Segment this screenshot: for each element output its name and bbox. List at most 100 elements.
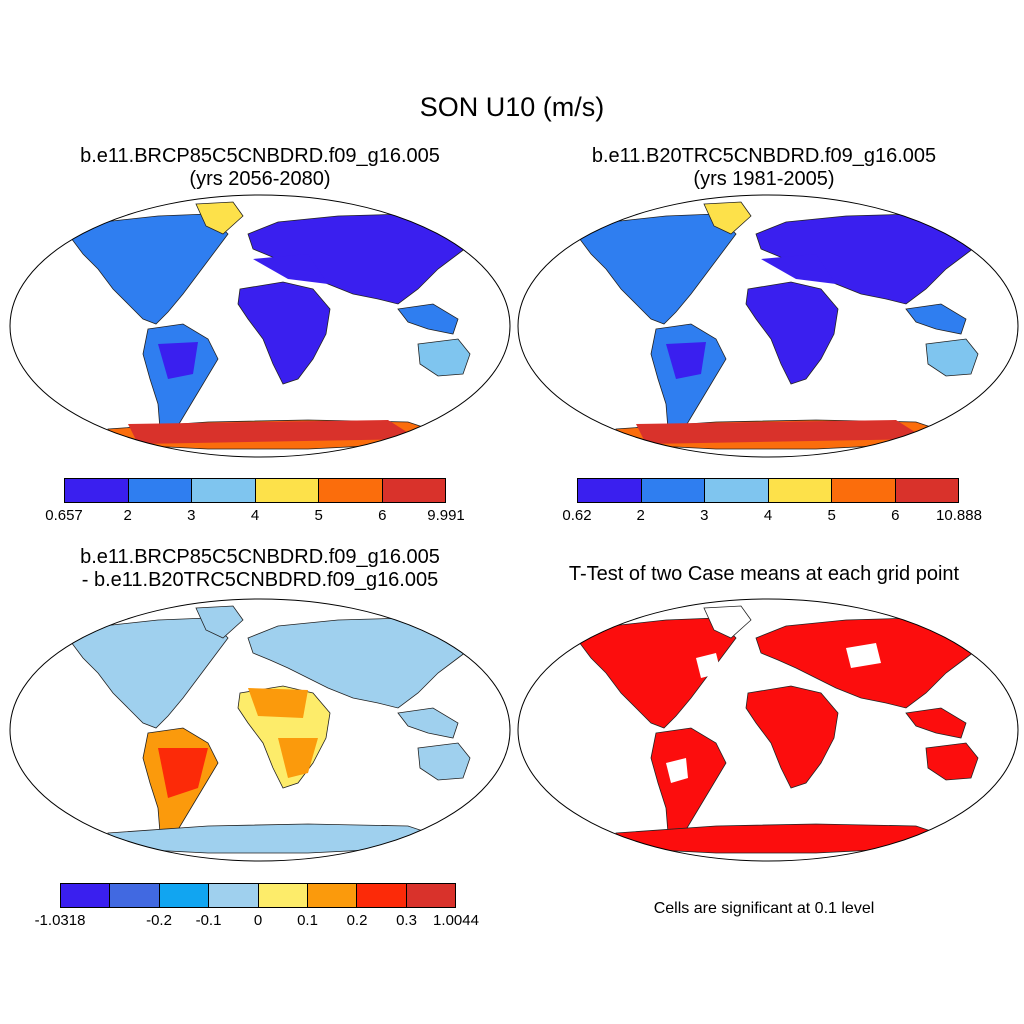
- colorbar-tick-label: 6: [891, 507, 900, 524]
- colorbar-swatch: [255, 479, 319, 502]
- continent-antarctica: [107, 823, 440, 854]
- panel-2-title-line1: b.e11.B20TRC5CNBDRD.f09_g16.005: [591, 145, 937, 167]
- panel-1-colorbar-labels: 0.657 2 3 4 5 6 9.991: [45, 507, 465, 527]
- field-patch: [636, 420, 926, 444]
- colorbar-swatch: [382, 479, 445, 502]
- field-patch: [696, 653, 721, 678]
- colorbar-swatch: [705, 479, 769, 502]
- field-patch: [158, 342, 198, 379]
- colorbar-tick-label: 3: [700, 507, 709, 524]
- panel-2-map: [517, 194, 1019, 458]
- continent-greenland: [195, 605, 244, 639]
- field-patch: [158, 748, 208, 798]
- field-patch: [248, 688, 308, 718]
- continent-australia: [417, 742, 471, 781]
- panel-3-title-line1: b.e11.BRCP85C5CNBDRD.f09_g16.005: [80, 546, 440, 568]
- colorbar-swatch: [578, 479, 642, 502]
- colorbar-tick-label: 10.888: [936, 507, 982, 524]
- map-frame: [9, 598, 511, 862]
- panel-3-colorbar: [60, 883, 456, 908]
- colorbar-tick-label: 0.62: [562, 507, 592, 524]
- panel-3-map: [9, 598, 511, 862]
- panel-2-title: b.e11.B20TRC5CNBDRD.f09_g16.005 (yrs 198…: [512, 145, 1016, 191]
- continent-africa: [745, 281, 839, 385]
- colorbar-tick-label: 5: [314, 507, 323, 524]
- panel-3-title-line2: - b.e11.B20TRC5CNBDRD.f09_g16.005: [81, 569, 439, 591]
- colorbar-tick-label: 4: [250, 507, 260, 524]
- colorbar-swatch: [406, 884, 455, 907]
- colorbar-swatch: [307, 884, 358, 907]
- continent-namerica: [67, 213, 229, 325]
- continent-africa: [237, 281, 331, 385]
- continent-samerica: [142, 323, 219, 435]
- continent-seasia: [397, 303, 459, 335]
- colorbar-tick-label: 2: [636, 507, 645, 524]
- colorbar-tick-label: -0.2: [146, 912, 172, 929]
- colorbar-tick-label: 0.3: [396, 912, 417, 929]
- field-patch: [846, 643, 881, 668]
- colorbar-swatch: [832, 479, 896, 502]
- continent-seasia: [397, 707, 459, 739]
- map-frame: [9, 194, 511, 458]
- field-patch: [278, 738, 318, 778]
- colorbar-swatch: [357, 884, 407, 907]
- colorbar-tick-label: 1.0044: [433, 912, 479, 929]
- field-patch: [666, 758, 688, 783]
- continent-australia: [925, 742, 979, 781]
- field-patch: [666, 342, 706, 379]
- field-patch: [761, 254, 836, 284]
- colorbar-swatch: [209, 884, 259, 907]
- continent-greenland: [703, 605, 752, 639]
- panel-2-title-line2: (yrs 1981-2005): [693, 168, 835, 190]
- panel-2-colorbar: [577, 478, 959, 503]
- panel-1-map: [9, 194, 511, 458]
- continent-australia: [417, 338, 471, 377]
- colorbar-swatch: [192, 479, 256, 502]
- continent-namerica: [575, 617, 737, 729]
- colorbar-tick-label: -0.1: [195, 912, 222, 929]
- panel-1-title-line2: (yrs 2056-2080): [189, 168, 331, 190]
- colorbar-tick-label: 9.991: [427, 507, 465, 524]
- colorbar-swatch: [61, 884, 111, 907]
- continent-africa: [745, 685, 839, 789]
- continent-namerica: [575, 213, 737, 325]
- continent-samerica: [650, 727, 727, 839]
- map-frame: [517, 598, 1019, 862]
- panel-4-title: T-Test of two Case means at each grid po…: [568, 563, 960, 585]
- colorbar-swatch: [258, 884, 308, 907]
- colorbar-swatch: [128, 479, 192, 502]
- panel-1-colorbar: [64, 478, 446, 503]
- colorbar-tick-label: 3: [187, 507, 196, 524]
- figure-title: SON U10 (m/s): [419, 92, 605, 122]
- continent-australia: [925, 338, 979, 377]
- continent-seasia: [905, 303, 967, 335]
- continent-greenland: [703, 201, 752, 235]
- continent-samerica: [650, 323, 727, 435]
- colorbar-swatch: [895, 479, 958, 502]
- colorbar-tick-label: 6: [378, 507, 387, 524]
- continent-namerica: [67, 617, 229, 729]
- significance-note: Cells are significant at 0.1 level: [653, 900, 875, 917]
- continent-seasia: [905, 707, 967, 739]
- panel-1-title: b.e11.BRCP85C5CNBDRD.f09_g16.005 (yrs 20…: [8, 145, 512, 191]
- panel-4-map: [517, 598, 1019, 862]
- colorbar-tick-label: 5: [827, 507, 836, 524]
- continent-antarctica: [615, 823, 948, 854]
- map-frame: [517, 194, 1019, 458]
- colorbar-swatch: [768, 479, 832, 502]
- colorbar-swatch: [65, 479, 129, 502]
- colorbar-tick-label: 4: [763, 507, 773, 524]
- colorbar-swatch: [159, 884, 210, 907]
- panel-3-colorbar-labels: -1.0318 -0.2 -0.1 0 0.1 0.2 0.3 1.0044: [35, 912, 479, 932]
- panel-1-title-line1: b.e11.BRCP85C5CNBDRD.f09_g16.005: [80, 145, 440, 167]
- continent-greenland: [195, 201, 244, 235]
- colorbar-tick-label: 0.1: [297, 912, 318, 929]
- field-patch: [253, 254, 328, 284]
- colorbar-tick-label: -1.0318: [34, 912, 86, 929]
- colorbar-swatch: [319, 479, 383, 502]
- colorbar-tick-label: 0: [253, 912, 263, 929]
- panel-3-title: b.e11.BRCP85C5CNBDRD.f09_g16.005 - b.e11…: [8, 546, 512, 592]
- colorbar-tick-label: 0.2: [346, 912, 368, 929]
- colorbar-tick-label: 2: [123, 507, 132, 524]
- colorbar-swatch: [641, 479, 705, 502]
